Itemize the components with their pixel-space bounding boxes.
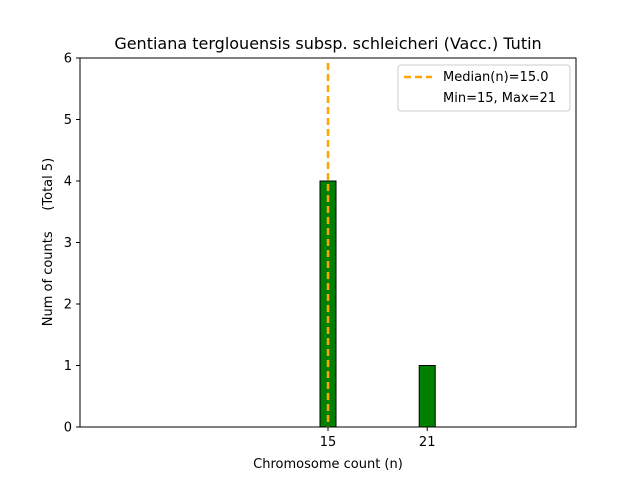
y-tick-label-1: 1	[64, 359, 72, 374]
legend-box	[397, 64, 571, 112]
chart-title: Gentiana terglouensis subsp. schleicheri…	[114, 34, 541, 53]
bar-1	[418, 365, 436, 428]
x-tick-label-0: 15	[320, 435, 337, 450]
legend: Median(n)=15.0 Min=15, Max=21	[397, 64, 571, 112]
y-axis: 0 1 2 3 4 5 6	[64, 52, 80, 436]
y-tick-label-5: 5	[64, 113, 72, 128]
x-tick-label-1: 21	[419, 435, 436, 450]
legend-range-label: Min=15, Max=21	[443, 91, 556, 106]
y-axis-label: Num of counts (Total 5)	[41, 158, 56, 326]
legend-median-label: Median(n)=15.0	[443, 70, 549, 85]
y-tick-label-6: 6	[64, 52, 72, 67]
y-tick-label-0: 0	[64, 421, 72, 436]
y-tick-label-4: 4	[64, 175, 72, 190]
x-axis: 15 21	[320, 427, 436, 450]
x-axis-label: Chromosome count (n)	[253, 457, 403, 472]
y-tick-label-2: 2	[64, 298, 72, 313]
y-tick-label-3: 3	[64, 236, 72, 251]
